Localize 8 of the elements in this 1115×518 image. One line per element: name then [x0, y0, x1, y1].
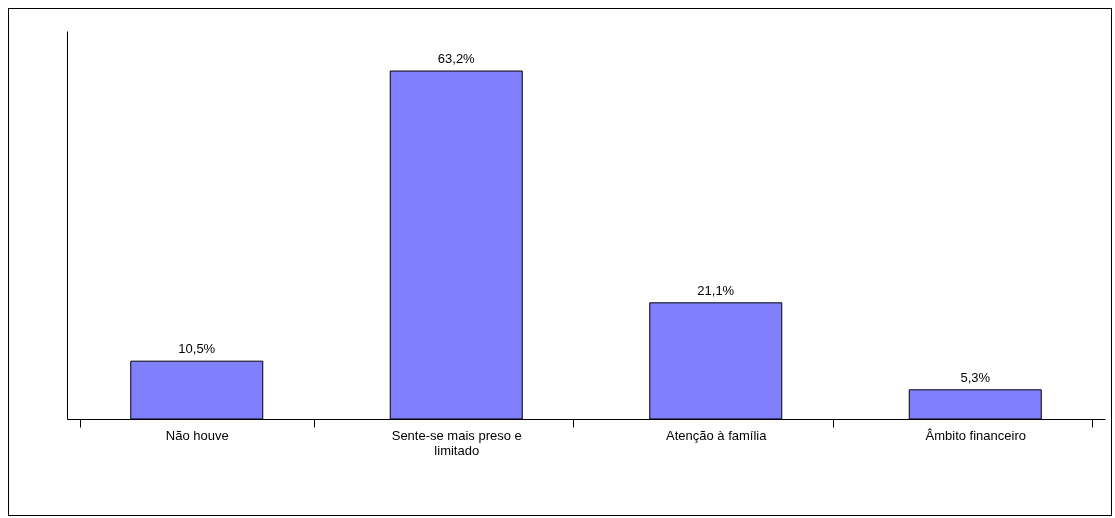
x-tick-label: Não houve — [165, 427, 229, 443]
data-label: 63,2% — [437, 51, 476, 67]
x-tick-label: Sente-se mais preso e limitado — [391, 427, 522, 458]
data-label: 5,3% — [960, 369, 991, 385]
x-tick-label: Âmbito financeiro — [925, 427, 1026, 443]
data-label: 10,5% — [178, 341, 216, 357]
x-tick-label: Atenção à família — [666, 427, 768, 443]
data-label: 21,1% — [697, 282, 735, 298]
